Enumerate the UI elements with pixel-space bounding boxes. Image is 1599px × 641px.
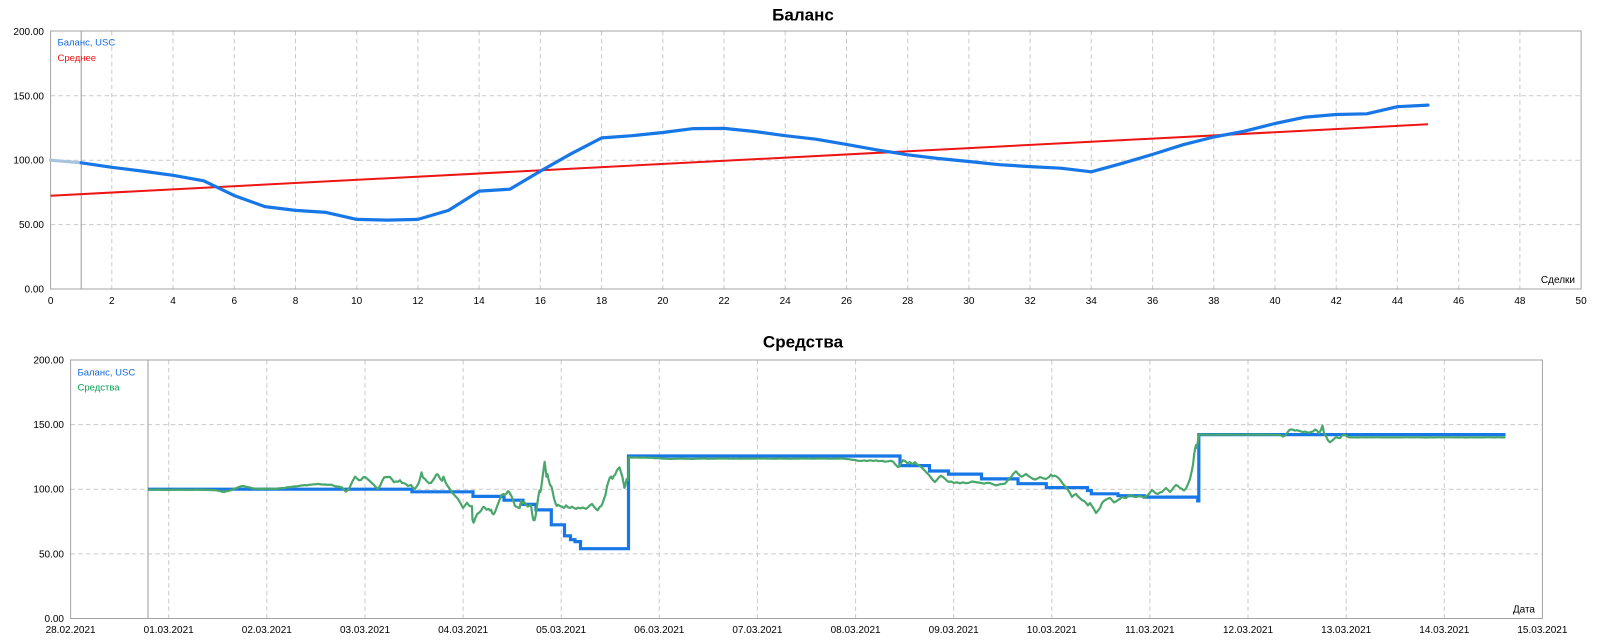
svg-text:16: 16	[535, 296, 547, 307]
svg-text:13.03.2021: 13.03.2021	[1321, 625, 1371, 636]
svg-text:0: 0	[48, 296, 54, 307]
svg-text:50.00: 50.00	[39, 549, 64, 560]
svg-text:Сделки: Сделки	[1541, 275, 1575, 286]
svg-text:2: 2	[109, 296, 115, 307]
svg-text:6: 6	[232, 296, 238, 307]
svg-text:14.03.2021: 14.03.2021	[1419, 625, 1469, 636]
svg-text:34: 34	[1086, 296, 1098, 307]
svg-text:36: 36	[1147, 296, 1159, 307]
svg-text:50: 50	[1576, 296, 1588, 307]
svg-text:12.03.2021: 12.03.2021	[1223, 625, 1273, 636]
svg-text:05.03.2021: 05.03.2021	[536, 625, 586, 636]
svg-text:150.00: 150.00	[13, 91, 44, 102]
svg-text:02.03.2021: 02.03.2021	[242, 625, 292, 636]
svg-text:0.00: 0.00	[25, 285, 45, 296]
svg-text:24: 24	[780, 296, 792, 307]
svg-text:100.00: 100.00	[33, 485, 64, 496]
svg-text:28: 28	[902, 296, 914, 307]
svg-text:100.00: 100.00	[13, 156, 44, 167]
svg-text:20: 20	[657, 296, 669, 307]
svg-text:07.03.2021: 07.03.2021	[732, 625, 782, 636]
svg-text:08.03.2021: 08.03.2021	[831, 625, 881, 636]
svg-text:28.02.2021: 28.02.2021	[46, 625, 96, 636]
svg-text:50.00: 50.00	[19, 220, 44, 231]
svg-text:06.03.2021: 06.03.2021	[634, 625, 684, 636]
svg-text:0.00: 0.00	[45, 614, 65, 625]
svg-text:22: 22	[718, 296, 730, 307]
svg-text:48: 48	[1514, 296, 1526, 307]
svg-text:01.03.2021: 01.03.2021	[144, 625, 194, 636]
svg-text:4: 4	[170, 296, 176, 307]
svg-text:Баланс: Баланс	[772, 6, 834, 25]
svg-text:Среднее: Среднее	[58, 53, 97, 64]
svg-text:26: 26	[841, 296, 853, 307]
svg-text:40: 40	[1269, 296, 1281, 307]
svg-text:10: 10	[351, 296, 363, 307]
svg-text:150.00: 150.00	[33, 420, 64, 431]
svg-text:38: 38	[1208, 296, 1220, 307]
svg-text:15.03.2021: 15.03.2021	[1517, 625, 1567, 636]
svg-text:Средства: Средства	[763, 333, 844, 352]
svg-text:44: 44	[1392, 296, 1404, 307]
svg-text:10.03.2021: 10.03.2021	[1027, 625, 1077, 636]
svg-text:200.00: 200.00	[33, 356, 64, 367]
svg-text:200.00: 200.00	[13, 27, 44, 38]
svg-text:8: 8	[293, 296, 299, 307]
svg-text:30: 30	[963, 296, 975, 307]
svg-text:09.03.2021: 09.03.2021	[929, 625, 979, 636]
svg-text:46: 46	[1453, 296, 1465, 307]
svg-text:Дата: Дата	[1513, 605, 1536, 616]
svg-text:14: 14	[474, 296, 486, 307]
svg-text:Баланс, USC: Баланс, USC	[78, 368, 136, 379]
svg-text:12: 12	[412, 296, 424, 307]
svg-text:Средства: Средства	[78, 383, 121, 394]
svg-text:03.03.2021: 03.03.2021	[340, 625, 390, 636]
svg-text:18: 18	[596, 296, 608, 307]
svg-text:Баланс, USC: Баланс, USC	[58, 38, 116, 49]
svg-text:04.03.2021: 04.03.2021	[438, 625, 488, 636]
svg-text:32: 32	[1025, 296, 1037, 307]
svg-text:42: 42	[1331, 296, 1343, 307]
svg-text:11.03.2021: 11.03.2021	[1125, 625, 1175, 636]
